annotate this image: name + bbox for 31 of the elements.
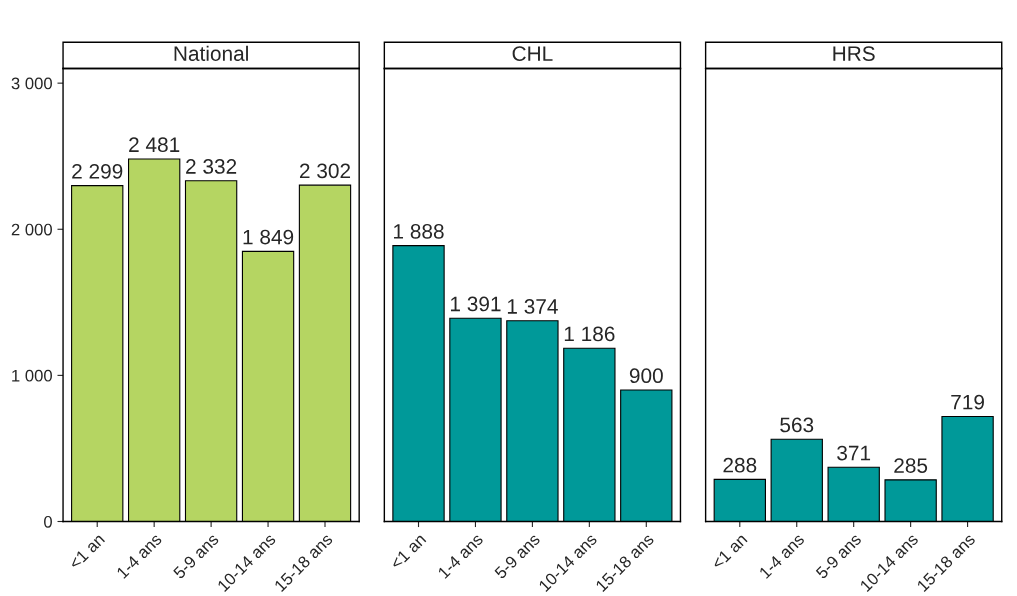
chart-title: National [174,45,248,61]
data-label: 1 391 [450,296,501,312]
x-tick-label: 1-4 ans [437,532,484,579]
x-tick-label: 5-9 ans [815,532,862,580]
data-label: 1 186 [564,326,615,342]
x-tick-label: <1 an [389,533,427,570]
y-tick-label: 1 000 [12,369,52,382]
x-tick-label: <1 an [710,533,748,570]
y-tick-label: 2 000 [11,223,52,236]
x-tick-label: 1-4 ans [116,532,163,579]
data-label: 371 [837,445,871,461]
x-tick-label: <1 an [68,533,106,570]
data-label: 563 [780,417,814,433]
data-label: 285 [894,458,928,473]
data-label: 2 299 [72,163,123,179]
data-label: 1 888 [394,223,444,239]
x-tick-label: 1-4 ans [758,532,805,579]
chart-title: CHL [512,46,553,61]
data-label: 1 374 [507,299,558,314]
x-tick-label: 5-9 ans [493,532,541,580]
y-tick-label: 0 [44,515,52,528]
chart-title: HRS [833,46,875,61]
data-label: 1 849 [243,229,294,245]
data-label: 900 [629,368,663,384]
data-label: 2 481 [129,137,180,153]
x-tick-label: 5-9 ans [172,532,220,580]
data-label: 2 302 [299,163,351,179]
data-label: 719 [951,394,984,410]
data-label: 288 [723,457,757,473]
data-label: 2 332 [186,159,237,174]
y-tick-label: 3 000 [11,77,52,90]
